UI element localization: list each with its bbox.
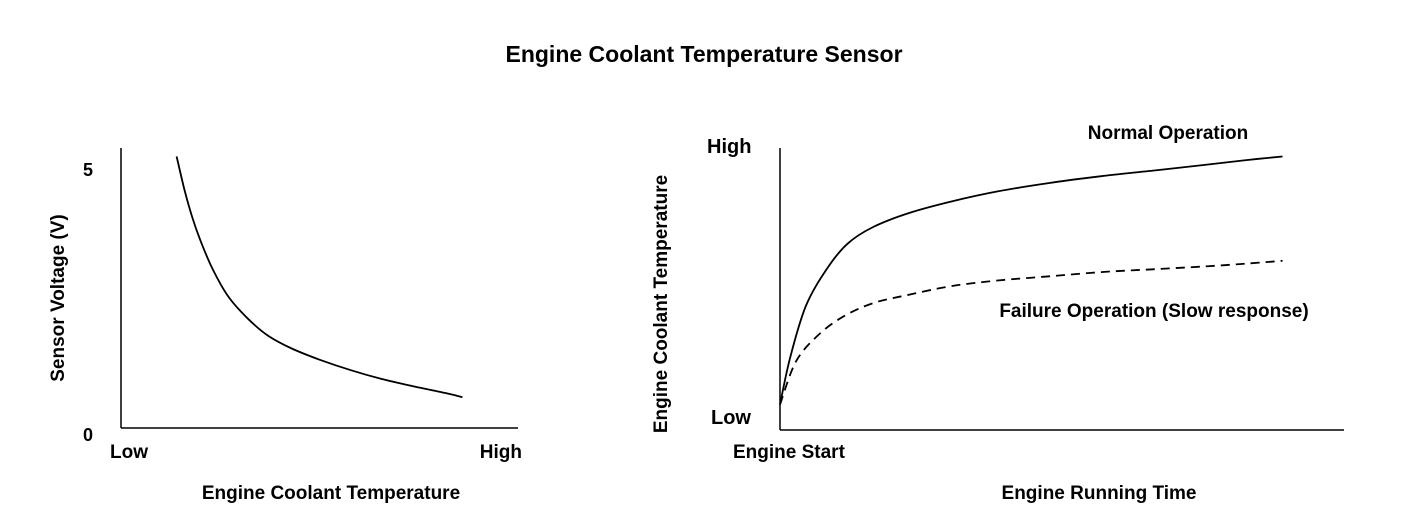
right-chart: High Low Engine Start Engine Running Tim… xyxy=(651,123,1344,504)
left-y-axis-label: Sensor Voltage (V) xyxy=(48,214,69,382)
voltage-curve xyxy=(175,156,463,399)
left-x-tick-low: Low xyxy=(110,442,148,463)
chart-title: Engine Coolant Temperature Sensor xyxy=(505,41,902,67)
right-x-axis-label: Engine Running Time xyxy=(1002,483,1197,504)
left-y-tick-bottom: 0 xyxy=(83,425,93,445)
left-y-tick-top: 5 xyxy=(83,160,93,180)
failure-operation-label: Failure Operation (Slow response) xyxy=(999,301,1308,322)
right-x-tick-engine-start: Engine Start xyxy=(733,442,846,463)
failure-operation-curve xyxy=(779,259,1283,405)
normal-operation-label: Normal Operation xyxy=(1088,123,1248,144)
right-y-tick-low: Low xyxy=(711,407,751,429)
right-y-tick-high: High xyxy=(707,136,751,158)
left-x-tick-high: High xyxy=(480,442,522,463)
right-y-axis-label: Engine Coolant Temperature xyxy=(651,175,672,433)
left-x-axis-label: Engine Coolant Temperature xyxy=(202,483,460,504)
left-chart: 5 0 Low High Engine Coolant Temperature … xyxy=(48,148,522,504)
normal-operation-curve xyxy=(779,155,1283,405)
